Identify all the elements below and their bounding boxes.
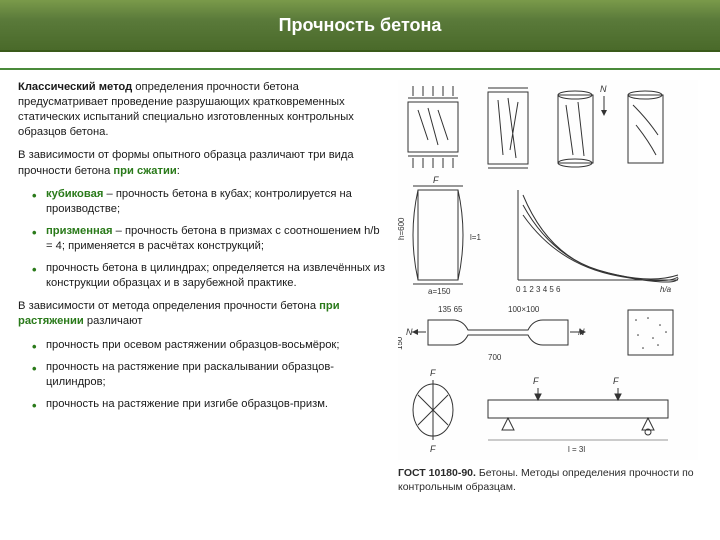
desc-cyl: прочность бетона в цилиндрах; определяет… xyxy=(46,262,385,289)
tension-list: прочность при осевом растяжении образцов… xyxy=(32,338,388,412)
t-bend: прочность на растяжение при изгибе образ… xyxy=(46,398,328,410)
term-prism: призменная xyxy=(46,225,113,237)
list-item: кубиковая – прочность бетона в кубах; ко… xyxy=(32,187,388,217)
svg-text:F: F xyxy=(613,376,619,386)
figure-column: N h=600 F l=1 xyxy=(398,80,698,494)
compression-para: В зависимости от формы опытного образца … xyxy=(18,148,388,178)
p2-em: при сжатии xyxy=(113,165,176,177)
svg-text:F: F xyxy=(430,444,436,454)
intro-bold: Классический метод xyxy=(18,81,132,93)
gost-ref: ГОСТ 10180-90. xyxy=(398,467,476,479)
p2b: : xyxy=(177,165,180,177)
accent-line xyxy=(0,68,720,70)
svg-text:l = 3l: l = 3l xyxy=(568,445,585,454)
svg-text:F: F xyxy=(433,175,439,185)
tension-para: В зависимости от метода определения проч… xyxy=(18,299,388,329)
p3a: В зависимости от метода определения проч… xyxy=(18,300,319,312)
page-title: Прочность бетона xyxy=(279,15,442,36)
compression-list: кубиковая – прочность бетона в кубах; ко… xyxy=(32,187,388,292)
svg-text:F: F xyxy=(430,368,436,378)
svg-text:0 1 2 3 4 5 6: 0 1 2 3 4 5 6 xyxy=(516,285,561,294)
svg-text:100×100: 100×100 xyxy=(508,305,540,314)
list-item: прочность на растяжение при изгибе образ… xyxy=(32,397,388,412)
p3b: различают xyxy=(84,315,143,327)
p2a: В зависимости от формы опытного образца … xyxy=(18,149,354,176)
svg-text:150: 150 xyxy=(398,336,404,350)
term-cube: кубиковая xyxy=(46,188,103,200)
title-bar: Прочность бетона xyxy=(0,0,720,52)
t-axial: прочность при осевом растяжении образцов… xyxy=(46,339,339,351)
list-item: прочность бетона в цилиндрах; определяет… xyxy=(32,261,388,291)
list-item: прочность при осевом растяжении образцов… xyxy=(32,338,388,353)
svg-text:700: 700 xyxy=(488,353,502,362)
svg-text:F: F xyxy=(533,376,539,386)
svg-text:a=150: a=150 xyxy=(428,287,451,296)
diagram-svg: N h=600 F l=1 xyxy=(398,80,698,460)
svg-text:135 65: 135 65 xyxy=(438,305,463,314)
content-area: Классический метод определения прочности… xyxy=(0,52,720,504)
list-item: призменная – прочность бетона в призмах … xyxy=(32,224,388,254)
figure-caption: ГОСТ 10180-90. Бетоны. Методы определени… xyxy=(398,466,698,494)
svg-text:h/a: h/a xyxy=(660,285,672,294)
list-item: прочность на растяжение при раскалывании… xyxy=(32,360,388,390)
engineering-diagrams: N h=600 F l=1 xyxy=(398,80,698,460)
t-split: прочность на растяжение при раскалывании… xyxy=(46,361,334,388)
intro-para: Классический метод определения прочности… xyxy=(18,80,388,140)
svg-text:h=600: h=600 xyxy=(398,217,406,240)
text-column: Классический метод определения прочности… xyxy=(18,80,388,494)
svg-text:N: N xyxy=(600,84,607,94)
svg-text:N: N xyxy=(406,327,413,337)
svg-text:l=1: l=1 xyxy=(470,233,481,242)
